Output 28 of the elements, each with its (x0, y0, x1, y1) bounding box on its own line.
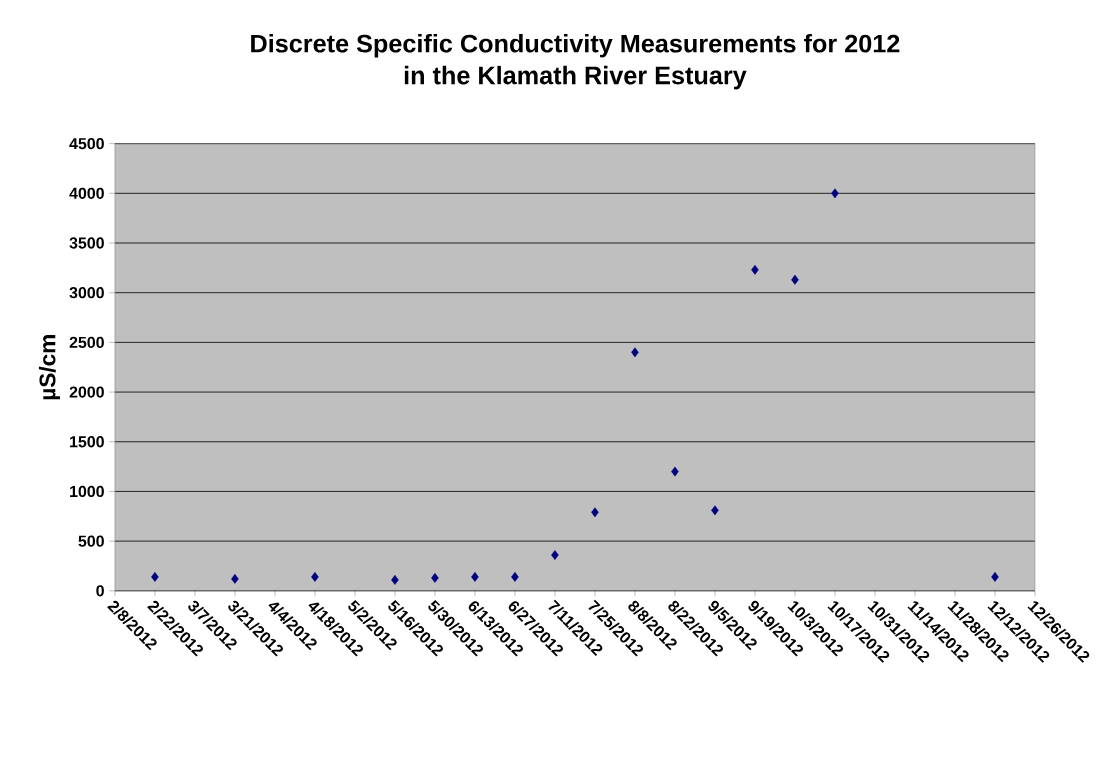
y-tick-label: 4500 (69, 138, 104, 150)
y-tick-label: 0 (96, 585, 104, 597)
point (591, 507, 599, 518)
point (991, 572, 999, 582)
point (671, 466, 679, 477)
point (751, 264, 759, 275)
point (471, 572, 479, 582)
y-tick-label: 500 (78, 535, 104, 547)
point (551, 550, 559, 560)
point (431, 573, 439, 583)
y-tick-label: 1500 (70, 436, 104, 448)
y-tick-label: 3000 (69, 287, 104, 299)
chart-title: Discrete Specific Conductivity Measurements for 2012 in the Klamath River Estuary (251, 34, 900, 90)
point (311, 572, 319, 582)
y-tick-label: 4000 (69, 187, 104, 199)
y-axis-title: µS/cm (38, 335, 60, 400)
y-tick-label: 2000 (69, 386, 104, 398)
point (231, 574, 239, 584)
y-tick-label: 1000 (70, 485, 104, 498)
y-tick-label: 2500 (69, 336, 104, 349)
y-tick-label: 3500 (69, 237, 104, 249)
point (791, 274, 799, 285)
point (831, 188, 839, 199)
point (711, 505, 719, 516)
point (391, 574, 399, 585)
point (151, 572, 159, 582)
point (631, 347, 639, 358)
point (511, 572, 519, 582)
